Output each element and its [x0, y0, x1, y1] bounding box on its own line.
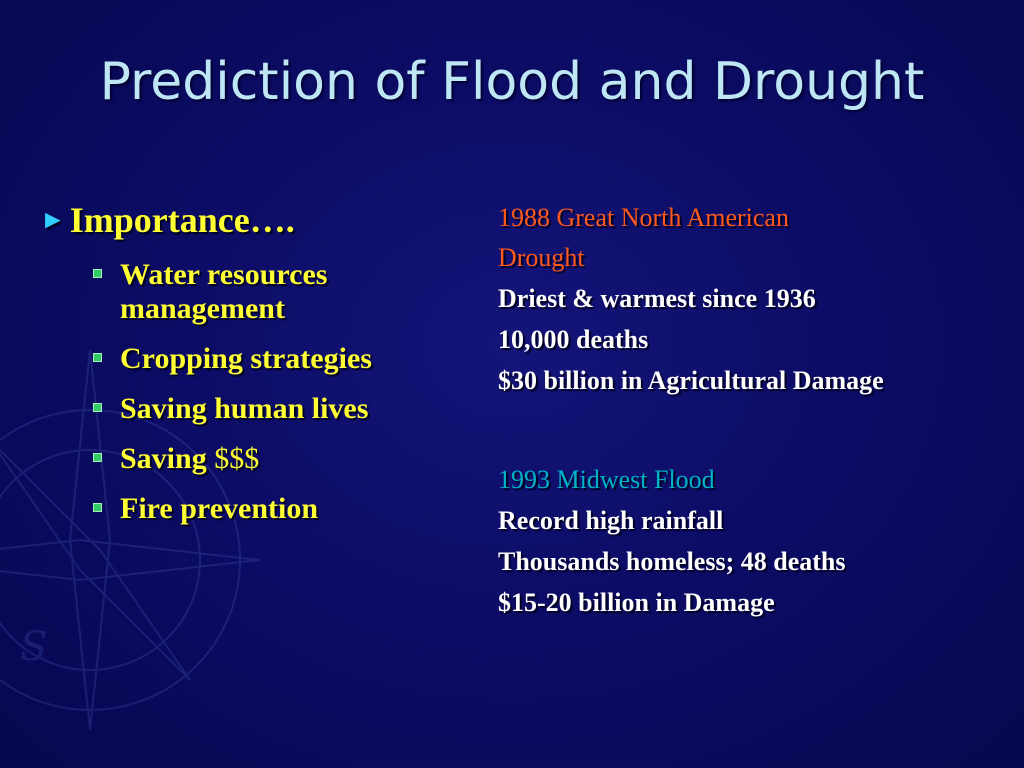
slide-title: Prediction of Flood and Drought — [99, 52, 925, 112]
flood-fact: Record high rainfall — [498, 506, 724, 535]
list-item: Saving human lives — [40, 392, 480, 426]
list-item: Water resources management — [40, 258, 480, 326]
list-item: Saving $$$ — [40, 442, 480, 476]
square-bullet-icon — [93, 503, 102, 512]
money-symbol: $$$ — [214, 442, 260, 475]
square-bullet-icon — [93, 353, 102, 362]
arrow-right-icon: ► — [40, 205, 66, 234]
list-item: Cropping strategies — [40, 342, 480, 376]
importance-heading: ► Importance…. — [40, 198, 480, 242]
list-item-text: Fire prevention — [120, 492, 319, 525]
section-gap — [498, 401, 1018, 459]
list-item-text: Saving human lives — [120, 392, 369, 425]
list-item-text: management — [120, 292, 285, 325]
square-bullet-icon — [93, 453, 102, 462]
drought-fact: 10,000 deaths — [498, 325, 649, 354]
drought-fact: Driest & warmest since 1936 — [498, 284, 816, 313]
events-panel: 1988 Great North American Drought Driest… — [498, 198, 1018, 623]
flood-heading: 1993 Midwest Flood — [498, 465, 715, 494]
square-bullet-icon — [93, 269, 102, 278]
compass-rose-icon: S — [0, 349, 260, 731]
flood-fact: $15-20 billion in Damage — [498, 588, 775, 617]
svg-text:S: S — [20, 624, 47, 670]
list-item-text: Saving — [120, 442, 207, 475]
drought-heading-line2: Drought — [498, 243, 585, 272]
list-item-text: Cropping strategies — [120, 342, 372, 375]
drought-fact: $30 billion in Agricultural Damage — [498, 366, 884, 395]
list-item-text: Water resources — [120, 258, 328, 291]
drought-heading-line1: 1988 Great North American — [498, 203, 789, 232]
flood-fact: Thousands homeless; 48 deaths — [498, 547, 846, 576]
list-item: Fire prevention — [40, 492, 480, 526]
square-bullet-icon — [93, 403, 102, 412]
importance-list: ► Importance…. Water resources managemen… — [40, 198, 480, 526]
importance-label: Importance…. — [69, 200, 295, 240]
